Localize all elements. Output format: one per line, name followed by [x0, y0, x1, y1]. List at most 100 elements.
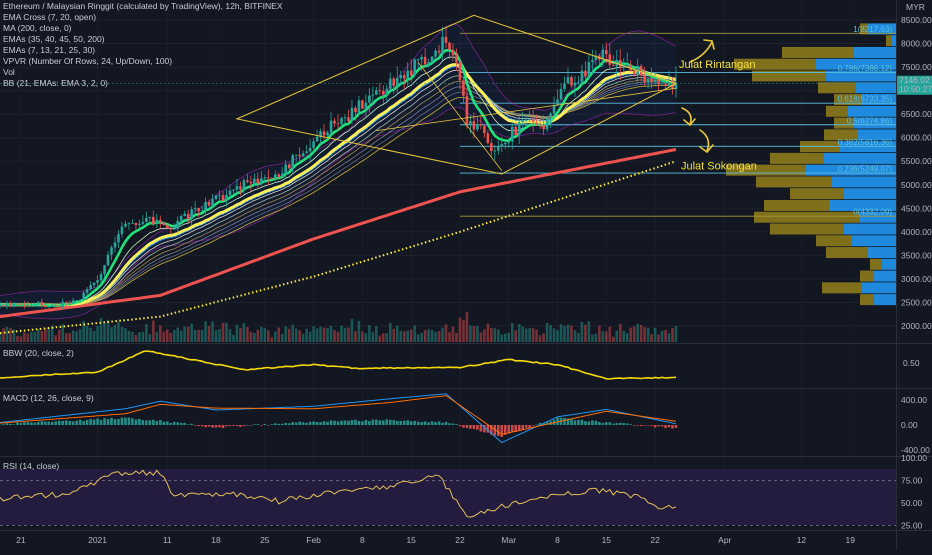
volume-bar	[103, 323, 106, 342]
volume-bar	[361, 331, 364, 342]
candle-body	[535, 122, 538, 125]
candle-body	[657, 79, 660, 85]
indicator-vpvr[interactable]: VPVR (Number Of Rows, 24, Up/Down, 100)	[3, 56, 173, 66]
time-tick-label: Mar	[501, 535, 516, 545]
currency-label: MYR	[906, 2, 925, 12]
volume-bar	[570, 325, 573, 342]
candle-body	[162, 222, 166, 225]
volume-bar	[343, 327, 347, 342]
volume-bar	[448, 332, 451, 342]
indicator-ma200[interactable]: MA (200, close, 0)	[3, 23, 72, 33]
macd-histogram-bar	[159, 420, 162, 425]
volume-bar	[221, 322, 225, 342]
macd-histogram-bar	[190, 423, 193, 425]
indicator-emas-long[interactable]: EMAs (35, 40, 45, 50, 200)	[3, 34, 105, 44]
volume-bar	[40, 330, 44, 342]
candle-body	[110, 247, 113, 255]
macd-histogram-bar	[503, 425, 507, 435]
macd-histogram-bar	[524, 425, 528, 428]
vpvr-down-bar	[816, 235, 852, 247]
macd-histogram-bar	[395, 420, 399, 425]
volume-bar	[312, 326, 315, 342]
price-tick-label: 6000.00	[901, 133, 932, 143]
volume-bar	[368, 325, 371, 342]
volume-bar	[514, 330, 517, 342]
candle-body	[601, 49, 605, 60]
volume-bar	[399, 330, 403, 342]
volume-bar	[89, 327, 92, 342]
macd-histogram-bar	[545, 421, 549, 425]
fib-level-label: 0.786(7386.12)	[838, 64, 893, 73]
volume-bar	[155, 332, 159, 342]
macd-histogram-bar	[12, 424, 16, 425]
time-tick-label: 2021	[88, 535, 107, 545]
macd-pane-label[interactable]: MACD (12, 26, close, 9)	[3, 393, 94, 403]
volume-bar	[117, 321, 120, 342]
candle-body	[57, 305, 61, 307]
macd-histogram-bar	[388, 419, 392, 425]
macd-histogram-bar	[653, 425, 657, 428]
candle-body	[486, 133, 490, 144]
chart-title[interactable]: Ethereum / Malaysian Ringgit (calculated…	[3, 1, 283, 11]
time-tick-label: Feb	[306, 535, 321, 545]
rsi-pane-label[interactable]: RSI (14, close)	[3, 461, 60, 471]
volume-bar	[385, 333, 389, 342]
volume-bar	[96, 326, 99, 342]
vpvr-up-bar	[874, 294, 896, 306]
volume-bar	[99, 318, 103, 342]
bbw-pane-label[interactable]: BBW (20, close, 2)	[3, 348, 74, 358]
indicator-vol[interactable]: Vol	[3, 67, 15, 77]
volume-bar	[395, 325, 399, 342]
macd-histogram-bar	[193, 425, 197, 426]
macd-histogram-bar	[155, 421, 159, 425]
candle-body	[263, 177, 267, 179]
macd-histogram-bar	[343, 420, 347, 425]
candle-body	[409, 70, 413, 76]
volume-bar	[33, 332, 37, 342]
bollinger-fill	[0, 24, 676, 319]
macd-histogram-bar	[78, 419, 82, 425]
price-tick-label: 3500.00	[901, 250, 932, 260]
indicator-panes	[0, 350, 896, 526]
macd-histogram-bar	[207, 425, 211, 427]
volume-bar	[416, 334, 420, 342]
volume-bar	[563, 326, 566, 342]
vpvr-up-bar	[856, 82, 896, 94]
candle-body	[566, 77, 570, 84]
rsi-band	[0, 469, 896, 525]
vpvr-up-bar	[858, 129, 896, 141]
volume-bar	[552, 328, 556, 342]
last-price-value: 7146.02	[899, 75, 930, 85]
macd-histogram-bar	[260, 425, 263, 426]
vpvr-up-bar	[860, 211, 896, 223]
candle-body	[270, 177, 274, 179]
indicator-emas-short[interactable]: EMAs (7, 13, 21, 25, 30)	[3, 45, 96, 55]
volume-bar	[183, 326, 186, 342]
macd-histogram-bar	[455, 424, 458, 425]
bar-countdown: 10:50:27	[899, 84, 932, 94]
candle-body	[469, 121, 472, 125]
candle-body	[552, 105, 556, 114]
candle-body	[646, 78, 650, 82]
macd-histogram-bar	[490, 425, 493, 435]
indicator-ema-cross[interactable]: EMA Cross (7, 20, open)	[3, 12, 97, 22]
volume-bar	[465, 311, 469, 342]
arrow-up-icon	[703, 39, 715, 50]
indicator-bb[interactable]: BB (21, EMAs: EMA 3, 2, 0)	[3, 78, 108, 88]
volume-bar	[242, 323, 246, 342]
vpvr-up-bar	[826, 70, 896, 82]
macd-histogram-bar	[336, 421, 340, 425]
candle-body	[385, 88, 389, 95]
candle-body	[549, 113, 552, 118]
volume-bar	[615, 330, 619, 342]
candle-body	[284, 164, 288, 174]
macd-histogram-bar	[580, 419, 584, 425]
volume-bar	[169, 332, 173, 342]
candle-body	[413, 59, 416, 76]
macd-histogram-bar	[176, 422, 179, 425]
time-tick-label: Apr	[718, 535, 731, 545]
macd-histogram-bar	[347, 420, 350, 425]
volume-bar	[246, 326, 249, 342]
candle-body	[287, 164, 291, 169]
